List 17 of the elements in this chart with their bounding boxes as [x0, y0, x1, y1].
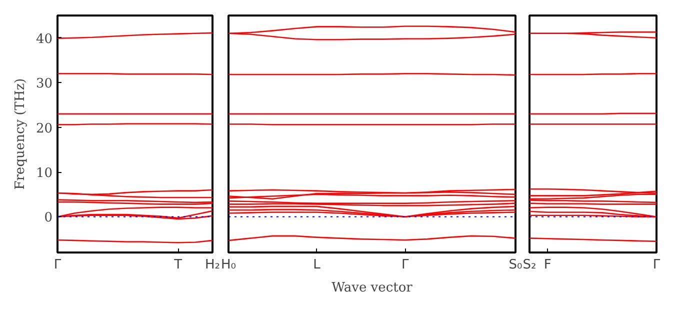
y-tick-label: 20 [36, 121, 53, 136]
x-axis-title: Wave vector [332, 280, 414, 296]
y-axis-title: Frequency (THz) [12, 78, 28, 190]
x-tick-label: Γ [652, 258, 661, 272]
x-tick-label: T [173, 258, 182, 272]
x-tick-label: S₀ [508, 258, 522, 272]
x-tick-label: H₀ [221, 258, 236, 272]
x-tick-label: Γ [54, 258, 62, 272]
y-tick-label: 30 [36, 76, 53, 92]
x-tick-label: S₂ [522, 258, 536, 272]
x-tick-label: Γ [401, 258, 410, 272]
y-tick-label: 0 [44, 210, 53, 226]
x-tick-label: L [313, 258, 322, 272]
x-tick-label: F [544, 258, 552, 272]
y-tick-label: 40 [36, 32, 53, 47]
x-tick-label: H₂ [205, 258, 220, 272]
y-tick-label: 10 [36, 166, 53, 182]
